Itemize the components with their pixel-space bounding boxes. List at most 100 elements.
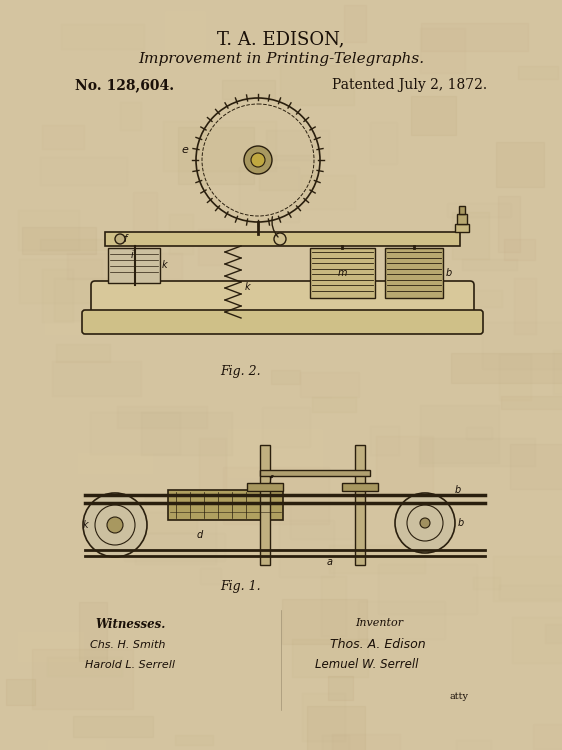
Text: atty: atty <box>450 692 469 701</box>
Bar <box>259 154 315 190</box>
Bar <box>498 585 562 599</box>
Text: b: b <box>455 485 461 495</box>
Bar <box>78 453 152 473</box>
Bar <box>10 370 48 399</box>
Bar <box>504 238 534 260</box>
Bar <box>451 352 562 382</box>
Bar <box>120 102 141 130</box>
Bar <box>496 142 544 187</box>
Bar <box>39 157 126 184</box>
Text: Improvement in Printing-Telegraphs.: Improvement in Printing-Telegraphs. <box>138 52 424 66</box>
Bar <box>228 428 322 477</box>
Bar <box>388 290 502 307</box>
Bar <box>66 107 162 148</box>
Circle shape <box>251 153 265 167</box>
Bar <box>282 598 367 644</box>
Text: Fig. 1.: Fig. 1. <box>220 580 260 593</box>
Bar <box>247 483 283 491</box>
Bar <box>169 214 193 254</box>
Bar <box>297 327 397 386</box>
Bar <box>291 493 354 539</box>
Bar <box>42 124 84 149</box>
Text: Patented July 2, 1872.: Patented July 2, 1872. <box>332 78 487 92</box>
Bar <box>457 214 467 224</box>
Bar <box>422 22 528 50</box>
Text: Fig. 2.: Fig. 2. <box>220 365 260 378</box>
Text: f: f <box>268 475 271 485</box>
Bar <box>140 412 232 455</box>
Bar <box>393 104 427 162</box>
Bar <box>53 278 140 322</box>
Circle shape <box>244 146 272 174</box>
Bar <box>321 735 349 750</box>
Bar <box>47 658 121 676</box>
Text: b: b <box>446 268 452 278</box>
Circle shape <box>395 493 455 553</box>
Bar <box>165 10 205 56</box>
Bar <box>451 211 490 259</box>
Bar <box>545 624 562 644</box>
Circle shape <box>83 493 147 557</box>
Bar <box>411 96 456 135</box>
Bar <box>31 649 133 709</box>
Bar <box>146 497 197 533</box>
Circle shape <box>115 234 125 244</box>
Bar <box>466 427 492 439</box>
Bar <box>552 350 562 394</box>
Bar <box>510 444 562 489</box>
Bar <box>79 602 107 661</box>
Bar <box>455 224 469 232</box>
Bar <box>482 322 562 370</box>
Bar <box>547 747 562 750</box>
Bar <box>266 130 329 160</box>
Text: k: k <box>162 260 167 270</box>
Bar <box>262 407 310 446</box>
Bar <box>222 80 275 98</box>
Bar <box>135 512 216 564</box>
Bar <box>22 227 96 254</box>
Bar <box>512 617 562 663</box>
Text: b: b <box>458 518 464 528</box>
Text: e: e <box>181 145 188 155</box>
Bar <box>283 433 352 452</box>
Bar <box>108 248 160 283</box>
Bar <box>419 437 536 466</box>
Bar <box>332 360 393 410</box>
Bar <box>355 445 365 565</box>
Bar <box>332 734 400 750</box>
Bar <box>279 520 334 577</box>
Bar <box>154 161 212 173</box>
Text: i: i <box>130 250 133 260</box>
Bar <box>501 396 562 410</box>
Bar <box>198 438 226 497</box>
Bar <box>533 724 562 749</box>
Bar <box>357 601 445 640</box>
Bar <box>34 208 135 255</box>
Bar <box>200 568 221 584</box>
Bar <box>302 693 345 741</box>
Bar <box>117 406 207 427</box>
Bar <box>211 713 303 750</box>
Bar <box>447 203 511 217</box>
Bar <box>518 66 558 79</box>
Bar <box>370 122 397 164</box>
Bar <box>151 283 173 309</box>
Bar <box>370 426 399 454</box>
Bar <box>260 445 270 565</box>
Bar <box>498 21 562 53</box>
Bar <box>175 735 212 746</box>
Bar <box>198 229 234 266</box>
Bar <box>124 533 225 561</box>
Bar <box>314 318 424 334</box>
Bar <box>105 232 460 246</box>
Bar <box>6 679 35 705</box>
Circle shape <box>274 233 286 245</box>
Bar <box>498 196 520 252</box>
Bar <box>67 254 182 279</box>
Circle shape <box>420 518 430 528</box>
Bar <box>42 268 73 322</box>
Bar <box>514 278 536 334</box>
Text: Witnesses.: Witnesses. <box>95 618 165 631</box>
Bar <box>72 716 153 737</box>
Bar <box>329 544 424 574</box>
